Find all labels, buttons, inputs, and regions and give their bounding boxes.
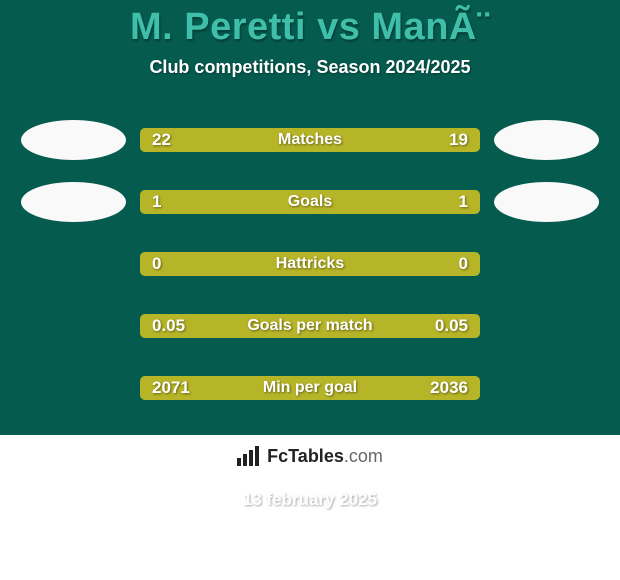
- avatar-spacer: [21, 244, 126, 284]
- stat-row: 1Goals1: [0, 182, 620, 222]
- stat-bar: 22Matches19: [140, 128, 480, 152]
- logo-bars-icon: [237, 446, 259, 466]
- player-avatar-right: [494, 182, 599, 222]
- stat-bar: 0.05Goals per match0.05: [140, 314, 480, 338]
- stat-row: 0.05Goals per match0.05: [0, 306, 620, 346]
- avatar-spacer: [21, 306, 126, 346]
- subtitle: Club competitions, Season 2024/2025: [0, 57, 620, 78]
- logo-domain: .com: [344, 446, 383, 466]
- card-content: M. Peretti vs ManÃ¨ Club competitions, S…: [0, 0, 620, 510]
- player-avatar-right: [494, 120, 599, 160]
- stat-bar: 2071Min per goal2036: [140, 376, 480, 400]
- stat-label: Min per goal: [140, 376, 480, 400]
- page-title: M. Peretti vs ManÃ¨: [0, 0, 620, 49]
- stat-rows: 22Matches19 1Goals1 0Hattricks0 0.05Goals p…: [0, 120, 620, 408]
- player-avatar-left: [21, 182, 126, 222]
- stat-right-value: 19: [449, 128, 468, 152]
- logo-badge: FcTables.com: [203, 436, 418, 476]
- date-label: 13 february 2025: [0, 490, 620, 510]
- comparison-card: M. Peretti vs ManÃ¨ Club competitions, S…: [0, 0, 620, 435]
- stat-row: 0Hattricks0: [0, 244, 620, 284]
- stat-row: 2071Min per goal2036: [0, 368, 620, 408]
- stat-right-value: 2036: [430, 376, 468, 400]
- avatar-spacer: [494, 306, 599, 346]
- stat-label: Matches: [140, 128, 480, 152]
- stat-right-value: 0.05: [435, 314, 468, 338]
- stat-label: Goals per match: [140, 314, 480, 338]
- stat-right-value: 0: [459, 252, 468, 276]
- player-avatar-left: [21, 120, 126, 160]
- stat-row: 22Matches19: [0, 120, 620, 160]
- logo-main: FcTables: [267, 446, 344, 466]
- stat-bar: 1Goals1: [140, 190, 480, 214]
- stat-bar: 0Hattricks0: [140, 252, 480, 276]
- stat-label: Goals: [140, 190, 480, 214]
- avatar-spacer: [494, 244, 599, 284]
- stat-label: Hattricks: [140, 252, 480, 276]
- stat-right-value: 1: [459, 190, 468, 214]
- avatar-spacer: [21, 368, 126, 408]
- logo-text: FcTables.com: [267, 446, 383, 467]
- avatar-spacer: [494, 368, 599, 408]
